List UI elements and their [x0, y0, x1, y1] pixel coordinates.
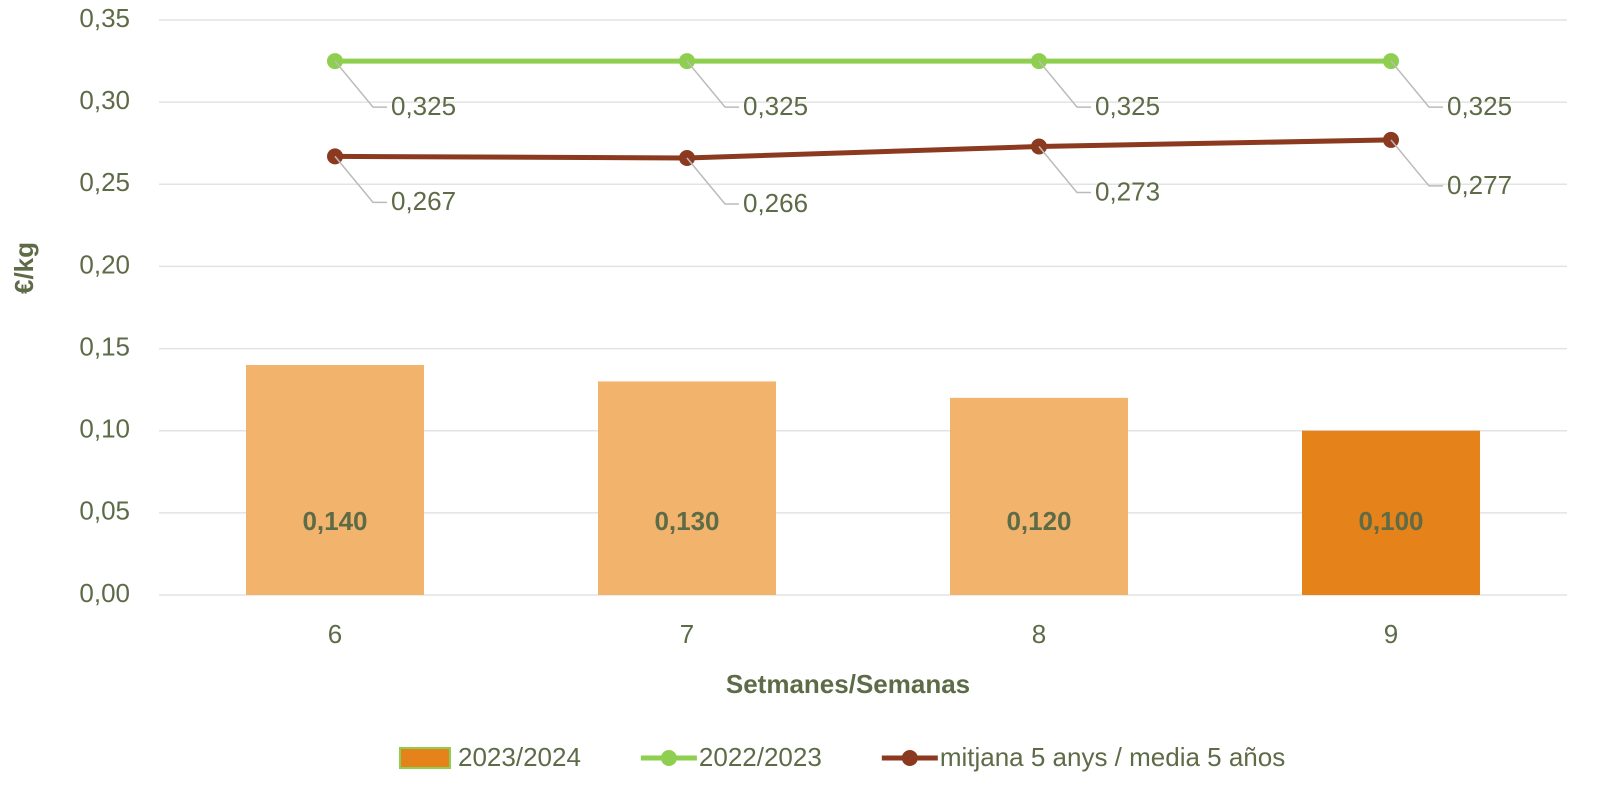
bar	[950, 397, 1128, 595]
bar-value-label: 0,100	[1358, 506, 1423, 536]
leader-line	[334, 60, 387, 108]
legend-swatch	[660, 750, 677, 766]
point	[327, 53, 343, 70]
bar	[598, 381, 776, 595]
y-tick-label: 0,15	[79, 331, 130, 361]
bar-value-label: 0,140	[302, 506, 367, 536]
legend-label: mitjana 5 anys / media 5 años	[940, 742, 1285, 772]
y-axis-title: €/kg	[9, 242, 39, 294]
y-tick-label: 0,10	[79, 414, 130, 444]
point	[1383, 53, 1399, 70]
leader-line	[1038, 60, 1091, 108]
x-tick-label: 7	[680, 619, 694, 649]
bar-value-label: 0,130	[654, 506, 719, 536]
y-tick-label: 0,30	[79, 85, 130, 115]
point-value-label: 0,325	[1447, 91, 1512, 121]
point-value-label: 0,273	[1095, 176, 1160, 206]
x-axis-title: Setmanes/Semanas	[726, 669, 970, 699]
leader-line	[1390, 60, 1443, 108]
point-value-label: 0,325	[391, 91, 456, 121]
y-tick-label: 0,05	[79, 496, 130, 526]
y-tick-label: 0,00	[79, 578, 130, 608]
point	[1031, 53, 1047, 70]
leader-line	[686, 60, 739, 108]
point-value-label: 0,277	[1447, 170, 1512, 200]
leader-line	[686, 157, 739, 205]
x-tick-label: 6	[328, 619, 342, 649]
x-tick-label: 9	[1384, 619, 1398, 649]
point-value-label: 0,267	[391, 186, 456, 216]
point-value-label: 0,325	[743, 91, 808, 121]
legend-label: 2023/2024	[458, 742, 581, 772]
point-value-label: 0,266	[743, 188, 808, 218]
point	[679, 53, 695, 70]
x-tick-label: 8	[1032, 619, 1046, 649]
leader-line	[1038, 146, 1091, 194]
y-tick-label: 0,35	[79, 3, 130, 33]
y-tick-label: 0,25	[79, 167, 130, 197]
point-value-label: 0,325	[1095, 91, 1160, 121]
y-tick-label: 0,20	[79, 249, 130, 279]
line	[334, 137, 1392, 161]
bar	[1302, 430, 1480, 595]
leader-line	[1390, 139, 1443, 187]
leader-line	[334, 155, 387, 204]
legend-swatch	[399, 747, 451, 769]
legend-label: 2022/2023	[699, 742, 822, 772]
bar-value-label: 0,120	[1006, 506, 1071, 536]
bar	[246, 365, 424, 595]
legend-swatch	[901, 750, 918, 766]
